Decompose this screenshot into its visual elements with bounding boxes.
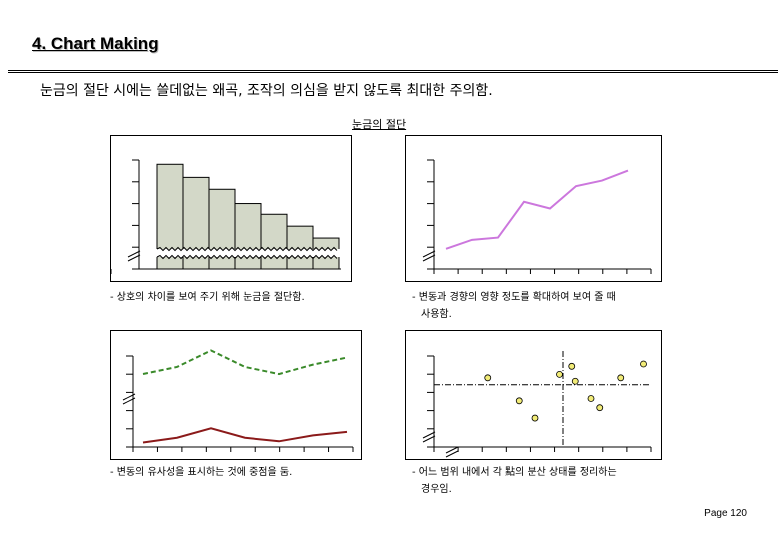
axis-break-mark <box>127 250 141 258</box>
dual-line-chart <box>122 349 354 452</box>
bar-chart <box>111 159 341 274</box>
caption-bar-text: - 상호의 차이를 보여 주기 위해 눈금을 절단함. <box>110 292 305 303</box>
axis-break-mark <box>445 450 459 458</box>
axis-break-mark <box>127 254 141 262</box>
header-rule-secondary <box>8 72 778 73</box>
dashed-series-line <box>142 349 348 376</box>
scatter-point <box>596 404 604 412</box>
axis-break-mark <box>422 254 436 262</box>
caption-line-chart: - 변동과 경향의 영향 정도를 확대하여 보여 줄 때 사용함. <box>412 289 616 323</box>
page-subtitle: 눈금의 절단 시에는 쓸데없는 왜곡, 조작의 의심을 받지 않도록 최대한 주… <box>40 83 493 99</box>
break-zigzag <box>156 246 338 252</box>
axis-break-mark <box>122 397 136 405</box>
scatter-point <box>571 377 579 385</box>
scatter-point <box>587 395 595 402</box>
bar-chart-panel <box>110 135 352 282</box>
line-chart-panel <box>405 135 662 282</box>
section-label: 눈금의 절단 <box>352 118 407 131</box>
dual-line-chart-panel <box>110 330 362 460</box>
caption-dual-line-chart: - 변동의 유사성을 표시하는 것에 중점을 둠. <box>110 464 292 481</box>
scatter-point <box>484 374 492 382</box>
caption-scatter-text-2: 경우임. <box>421 484 452 495</box>
trend-line <box>445 169 629 250</box>
scatter-point <box>515 397 523 405</box>
axis-break-mark <box>422 435 436 443</box>
caption-scatter-chart: - 어느 범위 내에서 각 點의 분산 상태를 정리하는 경우임. <box>412 464 617 498</box>
trend-line-chart <box>422 159 652 274</box>
page-title: 4. Chart Making <box>32 34 159 53</box>
caption-line-text-2: 사용함. <box>421 309 452 320</box>
scatter-point <box>568 362 576 370</box>
scatter-point <box>640 360 647 368</box>
caption-line-text-1: - 변동과 경향의 영향 정도를 확대하여 보여 줄 때 <box>412 292 616 303</box>
solid-series-line <box>142 427 348 444</box>
scatter-point <box>617 374 625 382</box>
caption-dual-text: - 변동의 유사성을 표시하는 것에 중점을 둠. <box>110 467 293 478</box>
page-number: Page 120 <box>704 508 747 519</box>
scatter-chart <box>422 351 652 458</box>
scatter-point <box>556 370 563 378</box>
header-rule <box>8 70 778 71</box>
caption-bar-chart: - 상호의 차이를 보여 주기 위해 눈금을 절단함. <box>110 289 305 306</box>
axis-break-mark <box>422 250 436 258</box>
caption-scatter-text-1: - 어느 범위 내에서 각 點의 분산 상태를 정리하는 <box>412 467 617 478</box>
axis-break-mark <box>422 431 436 439</box>
break-gap <box>156 249 340 257</box>
bar <box>286 225 314 270</box>
scatter-point <box>531 414 539 422</box>
break-zigzag <box>156 254 338 260</box>
scatter-chart-panel <box>405 330 662 460</box>
bar <box>260 213 288 270</box>
bar <box>234 203 262 270</box>
axis-break-mark <box>445 446 459 454</box>
axis-break-mark <box>122 393 136 401</box>
